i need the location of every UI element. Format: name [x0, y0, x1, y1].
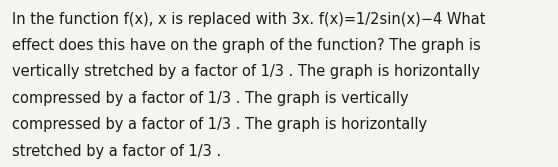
Text: vertically stretched by a factor of 1/3 . The graph is horizontally: vertically stretched by a factor of 1/3 … [12, 64, 480, 79]
Text: compressed by a factor of 1/3 . The graph is vertically: compressed by a factor of 1/3 . The grap… [12, 91, 409, 106]
Text: compressed by a factor of 1/3 . The graph is horizontally: compressed by a factor of 1/3 . The grap… [12, 117, 427, 132]
Text: stretched by a factor of 1/3 .: stretched by a factor of 1/3 . [12, 144, 222, 159]
Text: effect does this have on the graph of the function? The graph is: effect does this have on the graph of th… [12, 38, 481, 53]
Text: In the function f(x), x is replaced with 3x. f(x)=1/2sin(x)−4 What: In the function f(x), x is replaced with… [12, 12, 486, 27]
